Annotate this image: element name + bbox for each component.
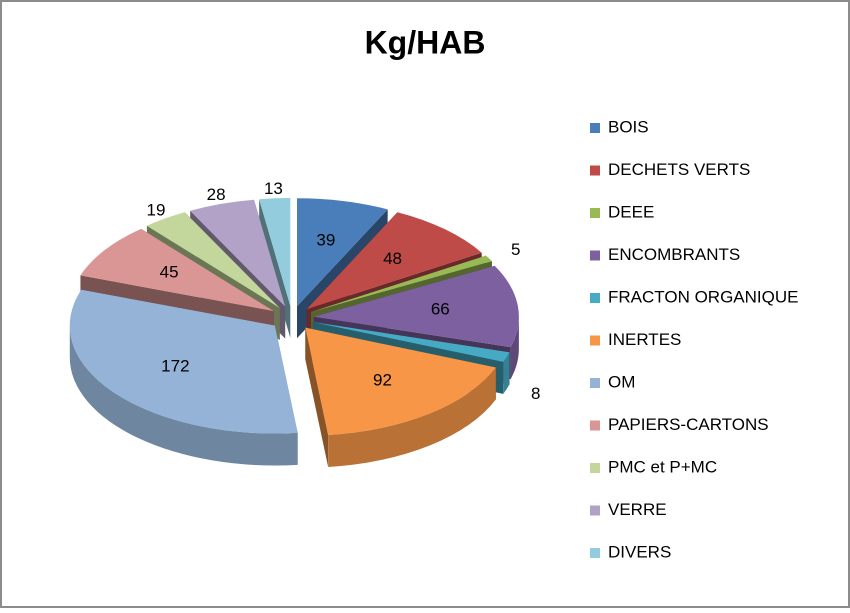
slice — [306, 212, 482, 310]
slice-rim — [510, 316, 519, 380]
data-label: 28 — [207, 185, 226, 204]
legend-label: VERRE — [608, 500, 667, 519]
legend-swatch — [590, 548, 600, 558]
data-label: 13 — [264, 179, 283, 198]
slice-rim — [503, 352, 510, 394]
slice — [305, 327, 496, 435]
slice-rim — [69, 325, 298, 466]
data-label: 92 — [373, 370, 392, 389]
legend-label: DEEE — [608, 202, 654, 221]
legend-swatch — [590, 463, 600, 473]
data-label: 172 — [161, 357, 189, 376]
slice-tops — [69, 197, 519, 435]
legend-swatch — [590, 420, 600, 431]
slice — [311, 255, 492, 312]
legend-label: DECHETS VERTS — [608, 160, 750, 179]
slice — [190, 199, 286, 307]
data-label: 8 — [531, 384, 540, 403]
legend-label: PMC et P+MC — [608, 457, 717, 476]
slice — [146, 212, 280, 308]
data-label: 39 — [316, 230, 335, 249]
legend-swatch — [590, 335, 600, 346]
data-label: 48 — [383, 249, 402, 268]
legend-swatch — [590, 165, 600, 176]
slice-rim — [328, 367, 496, 467]
slice — [313, 265, 519, 348]
chart-title: Kg/HAB — [365, 24, 486, 60]
slice — [80, 228, 274, 312]
legend-label: OM — [608, 372, 635, 391]
slice — [69, 289, 298, 434]
legend-label: INERTES — [608, 330, 681, 349]
data-label: 19 — [146, 201, 165, 220]
data-label: 45 — [160, 263, 179, 282]
legend-swatch — [590, 505, 600, 516]
legend-swatch — [590, 378, 600, 388]
legend-label: BOIS — [608, 117, 649, 136]
slice — [259, 197, 291, 306]
data-label: 66 — [431, 299, 450, 318]
legend-swatch — [590, 293, 600, 303]
legend-swatch — [590, 123, 600, 133]
legend-label: FRACTON ORGANIQUE — [608, 287, 798, 306]
data-label: 5 — [511, 240, 520, 259]
legend-swatch — [590, 208, 600, 218]
legend-label: PAPIERS-CARTONS — [608, 415, 769, 434]
legend-label: DIVERS — [608, 542, 671, 561]
slice-wall — [305, 327, 329, 467]
slice — [312, 321, 510, 362]
legend-swatch — [590, 250, 600, 261]
slice — [296, 198, 388, 307]
legend-label: ENCOMBRANTS — [608, 245, 740, 264]
